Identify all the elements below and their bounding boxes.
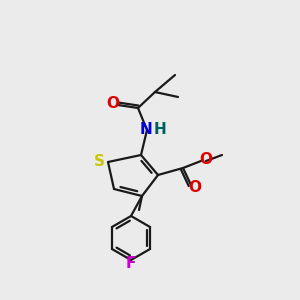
- Text: N: N: [140, 122, 152, 136]
- Text: S: S: [94, 154, 104, 169]
- Text: O: O: [106, 97, 119, 112]
- Text: O: O: [188, 179, 202, 194]
- Text: F: F: [126, 256, 136, 271]
- Text: H: H: [154, 122, 166, 137]
- Text: O: O: [200, 152, 212, 167]
